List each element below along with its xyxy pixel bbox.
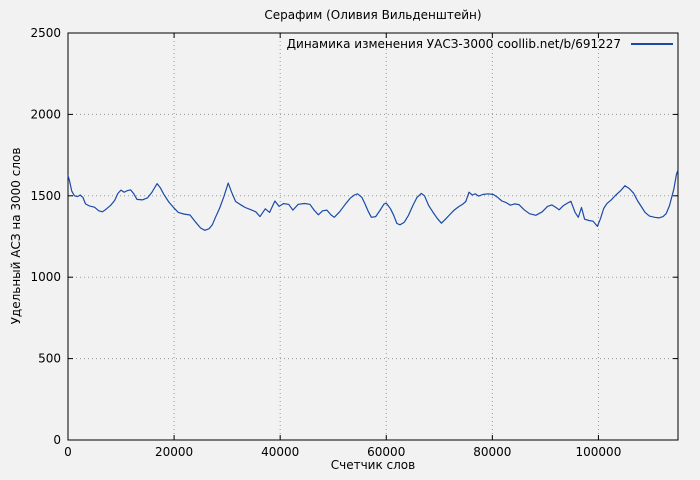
x-tick-label: 20000 xyxy=(155,445,193,459)
x-axis-label: Счетчик слов xyxy=(330,458,416,472)
x-tick-label: 80000 xyxy=(473,445,511,459)
y-tick-label: 1000 xyxy=(30,270,61,284)
x-tick-label: 40000 xyxy=(261,445,299,459)
chart-title: Серафим (Оливия Вильденштейн) xyxy=(264,8,482,22)
y-tick-label: 2000 xyxy=(30,107,61,121)
y-tick-label: 1500 xyxy=(30,189,61,203)
data-line xyxy=(67,169,679,231)
y-tick-label: 500 xyxy=(38,352,61,366)
x-tick-label: 100000 xyxy=(576,445,622,459)
legend-label: Динамика изменения УАСЗ-3000 coollib.net… xyxy=(286,37,621,51)
x-tick-label: 60000 xyxy=(367,445,405,459)
y-tick-label: 0 xyxy=(53,433,61,447)
legend-line-sample xyxy=(631,43,673,45)
y-axis-label: Удельный АСЗ на 3000 слов xyxy=(9,147,23,325)
legend: Динамика изменения УАСЗ-3000 coollib.net… xyxy=(287,37,673,51)
y-tick-label: 2500 xyxy=(30,26,61,40)
x-tick-label: 0 xyxy=(64,445,72,459)
plot-border xyxy=(67,32,679,441)
